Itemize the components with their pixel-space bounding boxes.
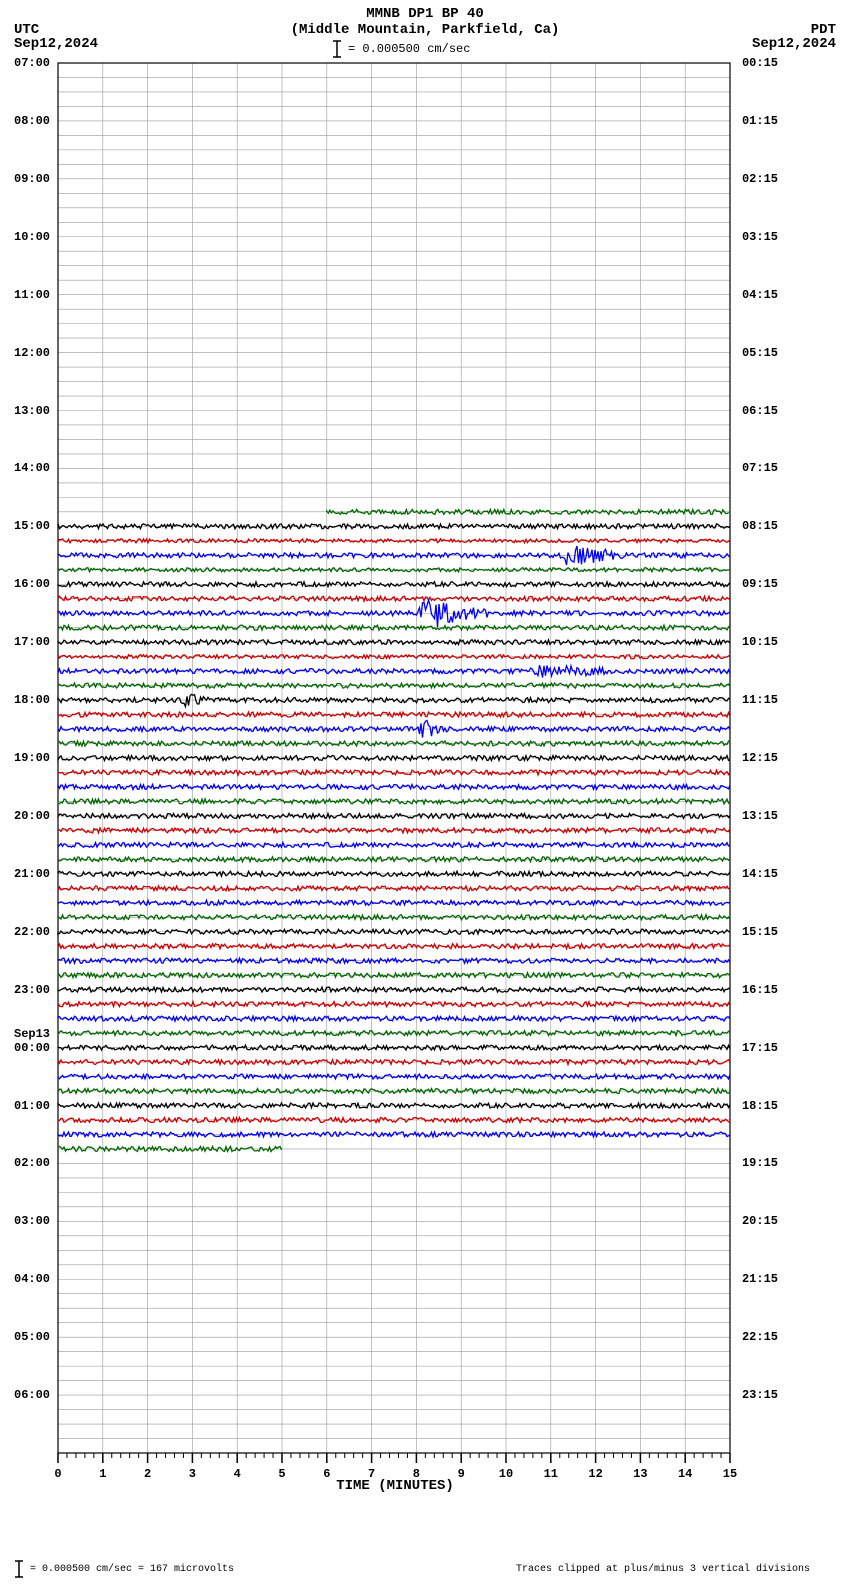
time-label: 17:15 (742, 1041, 778, 1055)
time-label: 18:15 (742, 1099, 778, 1113)
time-label: 23:00 (14, 983, 50, 997)
time-label: 14:00 (14, 461, 50, 475)
footer-scale-bar-icon (12, 1560, 26, 1578)
time-label: 14:15 (742, 867, 778, 881)
time-label: 13:00 (14, 404, 50, 418)
time-label: 09:00 (14, 172, 50, 186)
time-label: 03:15 (742, 230, 778, 244)
time-label: 19:15 (742, 1156, 778, 1170)
time-label: 07:00 (14, 56, 50, 70)
time-label: 06:15 (742, 404, 778, 418)
day-label: Sep13 (14, 1027, 50, 1041)
time-label: 15:15 (742, 925, 778, 939)
time-label: 22:00 (14, 925, 50, 939)
time-label: 16:00 (14, 577, 50, 591)
footer-scale: = 0.000500 cm/sec = 167 microvolts (30, 1564, 234, 1575)
time-label: 11:00 (14, 288, 50, 302)
time-label: 10:15 (742, 635, 778, 649)
time-label: 05:00 (14, 1330, 50, 1344)
time-label: 21:00 (14, 867, 50, 881)
time-label: 20:15 (742, 1214, 778, 1228)
time-label: 06:00 (14, 1388, 50, 1402)
time-label: 09:15 (742, 577, 778, 591)
time-label: 15:00 (14, 519, 50, 533)
time-label: 05:15 (742, 346, 778, 360)
time-label: 12:15 (742, 751, 778, 765)
time-label: 21:15 (742, 1272, 778, 1286)
time-label: 07:15 (742, 461, 778, 475)
time-label: 22:15 (742, 1330, 778, 1344)
time-label: 00:00 (14, 1041, 50, 1055)
time-label: 17:00 (14, 635, 50, 649)
time-label: 08:15 (742, 519, 778, 533)
time-label: 23:15 (742, 1388, 778, 1402)
x-axis-label: TIME (MINUTES) (0, 1478, 790, 1494)
time-label: 02:00 (14, 1156, 50, 1170)
time-label: 10:00 (14, 230, 50, 244)
time-label: 01:15 (742, 114, 778, 128)
time-label: 19:00 (14, 751, 50, 765)
time-label: 16:15 (742, 983, 778, 997)
time-label: 20:00 (14, 809, 50, 823)
time-label: 12:00 (14, 346, 50, 360)
time-label: 04:00 (14, 1272, 50, 1286)
time-label: 00:15 (742, 56, 778, 70)
time-label: 03:00 (14, 1214, 50, 1228)
seismogram-plot: 0123456789101112131415 (0, 0, 850, 1530)
time-label: 01:00 (14, 1099, 50, 1113)
time-label: 13:15 (742, 809, 778, 823)
time-label: 08:00 (14, 114, 50, 128)
footer-clip: Traces clipped at plus/minus 3 vertical … (516, 1564, 810, 1575)
time-label: 02:15 (742, 172, 778, 186)
time-label: 11:15 (742, 693, 778, 707)
time-label: 04:15 (742, 288, 778, 302)
time-label: 18:00 (14, 693, 50, 707)
